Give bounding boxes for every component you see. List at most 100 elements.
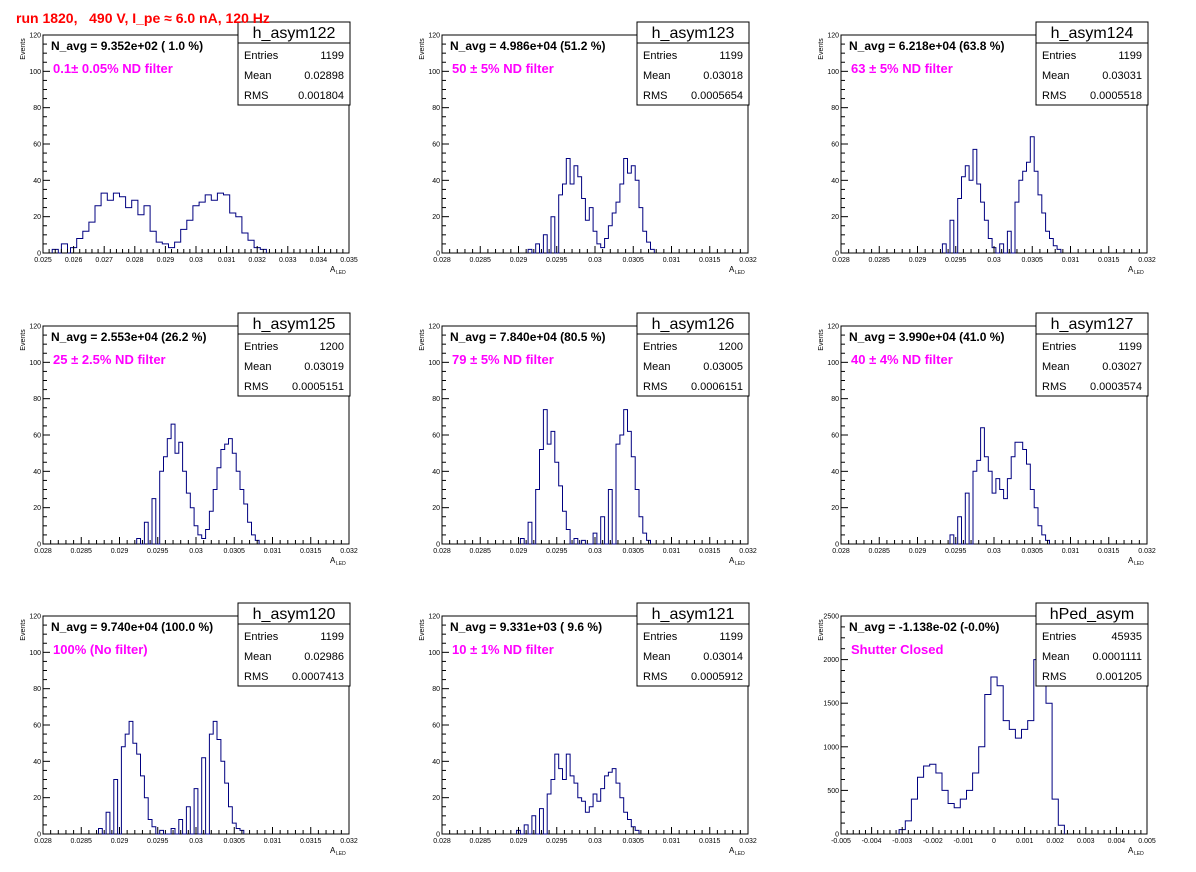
x-tick-label: 0.031 [218,257,236,264]
stats-label: Mean [1042,651,1070,663]
stats-value: 1199 [719,631,743,643]
x-tick-label: 0.028 [433,257,451,264]
y-tick-label: 100 [29,650,41,657]
y-tick-label: 40 [432,759,440,766]
stats-value: 1199 [1118,341,1142,353]
y-tick-label: 100 [29,360,41,367]
stats-label: Mean [643,361,671,373]
x-tick-label: 0.0295 [147,548,169,555]
y-tick-label: 100 [428,360,440,367]
y-axis-label: Events [818,38,825,60]
x-axis-label-subscript: LED [735,851,745,857]
stats-box [1035,21,1149,106]
histogram-panel-h_asym120: 0.028 0.0285 0.029 0.0295 0.03 0.0305 0.031 0.0… [20,602,358,857]
stats-label: RMS [643,90,667,102]
x-tick-label: 0.031 [663,548,681,555]
histogram-h_asym127 [949,427,1050,545]
stats-value: 1199 [719,50,743,62]
stats-label: Mean [244,70,272,82]
x-tick-label: 0.0295 [546,838,568,845]
histogram-name: h_asym120 [253,606,336,623]
x-axis-label-subscript: LED [336,851,346,857]
y-tick-label: 20 [432,795,440,802]
x-tick-label: 0.0305 [623,548,645,555]
y-tick-label: 100 [827,69,839,76]
x-tick-label: 0.029 [510,257,528,264]
y-tick-label: 60 [33,142,41,149]
x-axis-label-subscript: LED [1134,851,1144,857]
navg-label: N_avg = 4.986e+04 (51.2 %) [450,39,605,53]
stats-box [1035,312,1149,397]
y-tick-label: 40 [432,469,440,476]
y-tick-label: 120 [428,324,440,331]
histogram-name: h_asym122 [253,25,336,42]
x-tick-label: -0.003 [892,838,912,845]
stats-value: 1199 [1118,50,1142,62]
y-tick-label: 80 [432,686,440,693]
x-axis-label: A [729,556,735,565]
y-tick-label: 120 [29,324,41,331]
histogram-name: h_asym125 [253,316,336,333]
x-tick-label: 0.028 [34,838,52,845]
x-tick-label: 0.028 [433,548,451,555]
navg-label: N_avg = 3.990e+04 (41.0 %) [849,330,1004,344]
y-tick-label: 20 [432,214,440,221]
stats-label: Mean [244,651,272,663]
x-tick-label: 0.03 [189,838,203,845]
x-tick-label: 0.031 [264,838,282,845]
x-tick-label: 0.0295 [945,257,967,264]
x-tick-label: 0.032 [340,548,358,555]
y-tick-label: 20 [33,795,41,802]
x-tick-label: 0.0295 [546,548,568,555]
x-tick-label: 0.0305 [224,548,246,555]
x-tick-label: 0.032 [739,257,757,264]
stats-label: Entries [244,341,279,353]
x-tick-label: 0.03 [588,548,602,555]
x-axis-label: A [330,556,336,565]
filter-annotation: 100% (No filter) [53,642,148,657]
x-tick-label: 0.029 [111,838,129,845]
filter-annotation: 10 ± 1% ND filter [452,642,554,657]
stats-label: RMS [643,671,667,683]
stats-value: 1199 [320,631,344,643]
y-tick-label: 80 [33,396,41,403]
y-tick-label: 40 [33,759,41,766]
y-axis-label: Events [818,329,825,351]
stats-value: 0.03018 [703,70,743,82]
x-tick-label: 0.0285 [470,838,492,845]
x-tick-label: 0.029 [111,548,129,555]
x-tick-label: -0.005 [831,838,851,845]
histogram-name: h_asym126 [652,316,735,333]
y-tick-label: 0 [436,251,440,258]
x-tick-label: 0.03 [588,257,602,264]
x-tick-label: 0.0285 [71,548,93,555]
x-tick-label: 0.0305 [1022,257,1044,264]
stats-value: 0.0001111 [1092,651,1142,663]
histogram-h_asym122 [51,192,267,254]
x-axis-label-subscript: LED [735,561,745,567]
x-tick-label: 0.0295 [945,548,967,555]
y-tick-label: 120 [29,33,41,40]
stats-box [636,312,750,397]
stats-value: 0.001205 [1096,671,1142,683]
y-tick-label: 20 [33,505,41,512]
stats-label: Mean [1042,70,1070,82]
y-tick-label: 80 [831,105,839,112]
y-tick-label: 60 [33,723,41,730]
stats-label: RMS [244,381,268,393]
stats-label: Entries [244,631,279,643]
x-axis-label: A [1128,556,1134,565]
stats-value: 0.02898 [304,70,344,82]
x-tick-label: 0.03 [189,548,203,555]
x-axis-label-subscript: LED [336,561,346,567]
y-tick-label: 0 [835,832,839,839]
filter-annotation: 79 ± 5% ND filter [452,352,554,367]
navg-label: N_avg = 6.218e+04 (63.8 %) [849,39,1004,53]
histogram-h_asym123 [527,158,655,254]
filter-annotation: Shutter Closed [851,642,944,657]
y-tick-label: 40 [432,178,440,185]
x-tick-label: 0.031 [264,548,282,555]
stats-value: 1199 [320,50,344,62]
x-axis-label-subscript: LED [1134,270,1144,276]
y-tick-label: 80 [432,105,440,112]
